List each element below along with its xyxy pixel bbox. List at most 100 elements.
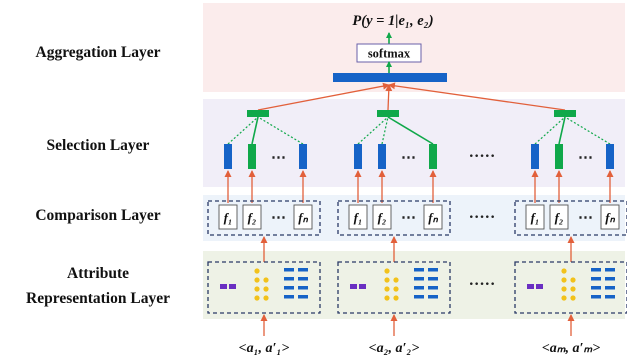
selection-edge-3-1 bbox=[534, 116, 566, 145]
comparison-dots-1: ⋯ bbox=[271, 210, 286, 226]
selection-edge-2-2 bbox=[381, 116, 389, 145]
yellow-dot-2-4 bbox=[384, 295, 390, 301]
blue-dash-3-6 bbox=[591, 295, 601, 299]
yellow-dot-3-2 bbox=[561, 277, 567, 283]
function-box-1-3 bbox=[293, 204, 313, 230]
selection-layer-label: Selection Layer bbox=[46, 137, 150, 154]
blue-dash-3-3 bbox=[591, 277, 601, 281]
selection-edge-2-1 bbox=[357, 116, 389, 145]
function-label-3-3: fₙ bbox=[605, 210, 615, 225]
yellow-dot-1-4 bbox=[254, 295, 260, 301]
yellow-dot-2-6 bbox=[393, 286, 399, 292]
yellow-dot-1-6 bbox=[263, 286, 269, 292]
function-label-1-1: f₁ bbox=[224, 210, 233, 225]
yellow-dot-1-2 bbox=[254, 277, 260, 283]
selection-edge-3-2 bbox=[558, 116, 566, 145]
function-box-2-1 bbox=[348, 204, 368, 230]
blue-dash-right-3-4 bbox=[605, 295, 615, 299]
yellow-dot-3-6 bbox=[570, 286, 576, 292]
selection-node-1 bbox=[247, 110, 269, 117]
selection-edge-1-3 bbox=[257, 116, 304, 145]
score-bar-2-1 bbox=[354, 144, 362, 169]
function-label-2-2: f₂ bbox=[378, 210, 387, 225]
attribute-layer-band bbox=[203, 251, 625, 319]
comparison-group-3 bbox=[514, 200, 627, 236]
attribute-group-2 bbox=[337, 261, 451, 314]
yellow-dot-3-5 bbox=[570, 277, 576, 283]
yellow-dot-1-3 bbox=[254, 286, 260, 292]
yellow-dot-1-7 bbox=[263, 295, 269, 301]
selection-dots-3: ⋯ bbox=[578, 150, 593, 166]
input-pair-3: <aₘ, a′ₘ> bbox=[542, 341, 600, 356]
selection-dots-2: ⋯ bbox=[401, 150, 416, 166]
yellow-dot-2-2 bbox=[384, 277, 390, 283]
attribute-layer-label-line2: Representation Layer bbox=[26, 290, 170, 307]
blue-dash-1-1 bbox=[284, 268, 294, 272]
selection-to-aggregation-arrow-3 bbox=[388, 82, 566, 111]
selection-dots-1: ⋯ bbox=[271, 150, 286, 166]
score-bar-3-3 bbox=[606, 144, 614, 169]
function-box-3-2 bbox=[549, 204, 569, 230]
blue-dash-2-4 bbox=[414, 286, 424, 290]
function-box-3-3 bbox=[600, 204, 620, 230]
purple-token-1-2 bbox=[229, 284, 236, 289]
selection-node-3 bbox=[554, 110, 576, 117]
comparison-group-1 bbox=[207, 200, 321, 236]
blue-dash-right-1-2 bbox=[298, 277, 308, 281]
yellow-dot-1-5 bbox=[263, 277, 269, 283]
function-label-1-3: fₙ bbox=[298, 210, 308, 225]
function-box-1-2 bbox=[242, 204, 262, 230]
score-bar-3-2 bbox=[555, 144, 563, 169]
comparison-layer-label: Comparison Layer bbox=[35, 207, 161, 224]
function-box-1-1 bbox=[218, 204, 238, 230]
function-label-3-1: f₁ bbox=[531, 210, 540, 225]
blue-dash-1-3 bbox=[284, 277, 294, 281]
attribute-group-1 bbox=[207, 261, 321, 314]
blue-dash-right-2-1 bbox=[428, 268, 438, 272]
selection-edge-1-2 bbox=[251, 116, 259, 145]
blue-dash-2-1 bbox=[414, 268, 424, 272]
comparison-dots-3: ⋯ bbox=[578, 210, 593, 226]
softmax-label: softmax bbox=[368, 47, 411, 61]
blue-dash-2-3 bbox=[414, 277, 424, 281]
group-ellipsis-attribute: ····· bbox=[469, 276, 496, 293]
score-bar-1-2 bbox=[248, 144, 256, 169]
blue-dash-right-3-2 bbox=[605, 277, 615, 281]
purple-token-2-1 bbox=[350, 284, 357, 289]
yellow-dot-3-1 bbox=[561, 268, 567, 274]
blue-dash-right-3-3 bbox=[605, 286, 615, 290]
aggregation-layer-label: Aggregation Layer bbox=[35, 44, 161, 61]
yellow-dot-1-1 bbox=[254, 268, 260, 274]
attribute-layer-label-line1: Attribute bbox=[67, 265, 129, 282]
comparison-group-2 bbox=[337, 200, 451, 236]
group-ellipsis-selection: ····· bbox=[469, 148, 496, 165]
blue-dash-1-6 bbox=[284, 295, 294, 299]
function-box-3-1 bbox=[525, 204, 545, 230]
yellow-dot-3-7 bbox=[570, 295, 576, 301]
comparison-dots-2: ⋯ bbox=[401, 210, 416, 226]
purple-token-3-1 bbox=[527, 284, 534, 289]
blue-dash-right-3-1 bbox=[605, 268, 615, 272]
score-bar-1-3 bbox=[299, 144, 307, 169]
function-box-2-3 bbox=[423, 204, 443, 230]
attribute-group-3 bbox=[514, 261, 627, 314]
score-bar-1-1 bbox=[224, 144, 232, 169]
blue-dash-right-1-4 bbox=[298, 295, 308, 299]
blue-dash-right-2-2 bbox=[428, 277, 438, 281]
blue-dash-right-1-1 bbox=[298, 268, 308, 272]
blue-dash-3-4 bbox=[591, 286, 601, 290]
selection-to-aggregation-arrow-1 bbox=[257, 82, 390, 111]
blue-dash-right-2-3 bbox=[428, 286, 438, 290]
yellow-dot-2-5 bbox=[393, 277, 399, 283]
purple-token-2-2 bbox=[359, 284, 366, 289]
probability-formula: P(y = 1|e₁, e₂) bbox=[352, 13, 433, 29]
score-bar-3-1 bbox=[531, 144, 539, 169]
yellow-dot-3-3 bbox=[561, 286, 567, 292]
selection-node-2 bbox=[377, 110, 399, 117]
group-ellipsis-comparison: ····· bbox=[469, 209, 496, 226]
yellow-dot-2-1 bbox=[384, 268, 390, 274]
yellow-dot-3-4 bbox=[561, 295, 567, 301]
blue-dash-3-1 bbox=[591, 268, 601, 272]
